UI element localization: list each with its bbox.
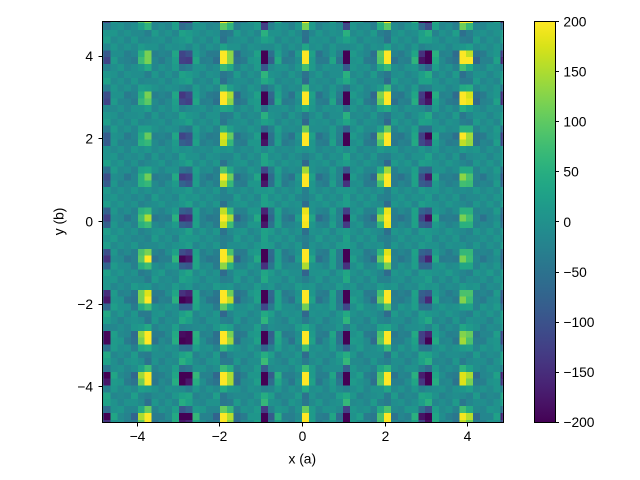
svg-text:−100: −100 <box>563 315 594 330</box>
svg-text:2: 2 <box>85 132 93 147</box>
svg-text:y (b): y (b) <box>51 208 66 236</box>
svg-text:0: 0 <box>563 215 571 230</box>
svg-text:−50: −50 <box>563 265 587 280</box>
svg-text:2: 2 <box>382 429 390 444</box>
svg-text:−150: −150 <box>563 365 594 380</box>
svg-text:0: 0 <box>299 429 307 444</box>
svg-text:200: 200 <box>563 14 586 29</box>
svg-text:−4: −4 <box>130 429 146 444</box>
svg-text:−2: −2 <box>77 297 93 312</box>
svg-text:50: 50 <box>563 165 579 180</box>
svg-text:150: 150 <box>563 65 586 80</box>
svg-text:100: 100 <box>563 115 586 130</box>
svg-text:4: 4 <box>464 429 472 444</box>
svg-text:−4: −4 <box>77 380 93 395</box>
svg-text:−200: −200 <box>563 415 594 430</box>
svg-text:0: 0 <box>85 214 93 229</box>
svg-text:4: 4 <box>85 49 93 64</box>
svg-text:−2: −2 <box>212 429 228 444</box>
svg-text:x (a): x (a) <box>288 451 316 466</box>
